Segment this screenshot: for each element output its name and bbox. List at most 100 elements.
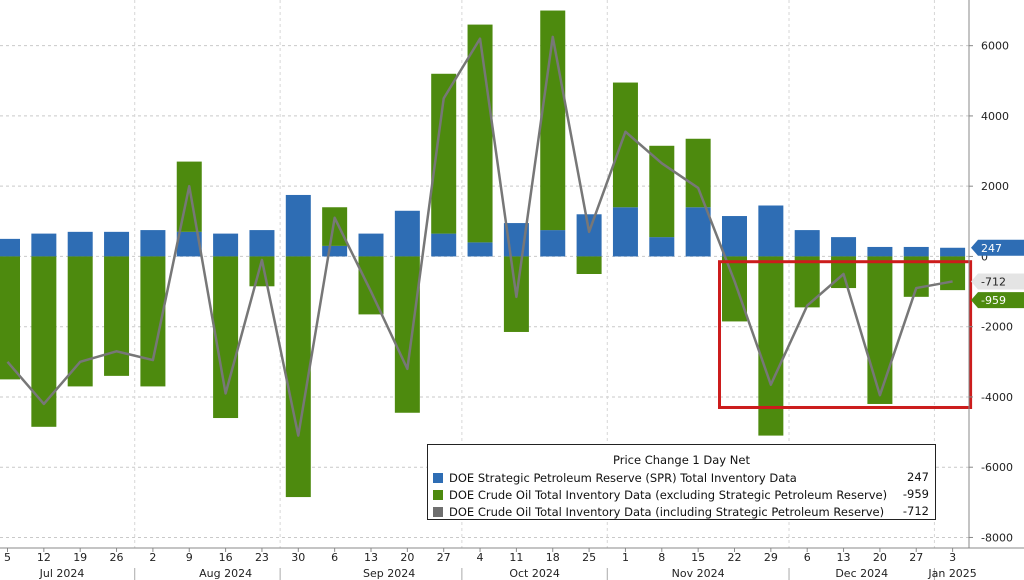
legend-swatch-ex-spr <box>433 489 443 500</box>
bar-crude-ex-spr <box>358 256 384 315</box>
x-tick-label: 1 <box>622 551 629 564</box>
month-label: Aug 2024 <box>199 567 252 580</box>
x-tick-label: 27 <box>437 551 451 564</box>
bar-spr <box>285 194 311 257</box>
legend-label-spr: DOE Strategic Petroleum Reserve (SPR) To… <box>449 470 797 485</box>
month-label: Dec 2024 <box>835 567 888 580</box>
bar-spr <box>685 207 711 257</box>
bar-spr <box>431 233 457 257</box>
bar-crude-ex-spr <box>685 138 711 208</box>
x-tick-label: 26 <box>110 551 124 564</box>
bar-spr <box>576 214 602 257</box>
bar-spr <box>867 246 893 257</box>
highlight-box <box>718 260 973 409</box>
bar-spr <box>722 216 747 257</box>
bar-spr <box>394 210 420 257</box>
last-value-tag <box>971 239 1024 256</box>
x-tick-label: 8 <box>658 551 665 564</box>
x-tick-label: 25 <box>582 551 596 564</box>
bar-crude-ex-spr <box>104 256 130 376</box>
bar-spr <box>794 230 820 257</box>
x-tick-label: 29 <box>764 551 778 564</box>
bar-spr <box>249 230 275 257</box>
bar-spr <box>758 205 784 257</box>
last-value-label: -959 <box>981 294 1006 307</box>
y-tick-label: 6000 <box>981 40 1009 53</box>
bar-crude-ex-spr <box>31 256 57 427</box>
legend: Price Change 1 Day Net DOE Strategic Pet… <box>427 444 936 520</box>
bar-crude-ex-spr <box>612 82 638 208</box>
legend-value-ex-spr: -959 <box>902 487 929 501</box>
y-tick-label: -6000 <box>981 461 1013 474</box>
x-tick-label: 23 <box>255 551 269 564</box>
bar-crude-ex-spr <box>576 256 602 274</box>
bar-spr <box>467 242 493 257</box>
x-tick-label: 13 <box>364 551 378 564</box>
bar-crude-ex-spr <box>67 256 93 387</box>
legend-entry-ex-spr: DOE Crude Oil Total Inventory Data (excl… <box>428 486 935 503</box>
x-tick-label: 9 <box>186 551 193 564</box>
bar-crude-ex-spr <box>176 161 202 232</box>
last-value-label: -712 <box>981 275 1006 288</box>
x-tick-label: 3 <box>949 551 956 564</box>
y-tick-label: -8000 <box>981 531 1013 544</box>
x-tick-label: 6 <box>331 551 338 564</box>
bar-spr <box>31 233 57 257</box>
bar-spr <box>213 233 239 257</box>
bar-spr <box>903 246 929 257</box>
legend-value-incl-spr: -712 <box>902 504 929 518</box>
y-tick-label: 2000 <box>981 180 1009 193</box>
y-tick-label: 4000 <box>981 110 1009 123</box>
month-label: Oct 2024 <box>509 567 560 580</box>
bar-crude-ex-spr <box>285 256 311 498</box>
bar-crude-ex-spr <box>722 256 747 322</box>
x-tick-label: 20 <box>873 551 887 564</box>
y-tick-label: 0 <box>981 250 988 263</box>
bar-spr <box>540 230 566 257</box>
y-tick-label: -2000 <box>981 321 1013 334</box>
bar-spr <box>140 230 166 257</box>
bar-crude-ex-spr <box>758 256 784 436</box>
x-tick-label: 4 <box>477 551 484 564</box>
legend-swatch-incl-spr <box>433 506 443 517</box>
x-tick-label: 12 <box>37 551 51 564</box>
x-tick-label: 13 <box>837 551 851 564</box>
bar-spr <box>831 237 857 257</box>
month-label: Jan 2025 <box>927 567 976 580</box>
bar-crude-ex-spr <box>0 256 20 380</box>
x-tick-label: 20 <box>400 551 414 564</box>
x-tick-label: 18 <box>546 551 560 564</box>
legend-label-incl-spr: DOE Crude Oil Total Inventory Data (incl… <box>449 504 885 519</box>
legend-entry-incl-spr: DOE Crude Oil Total Inventory Data (incl… <box>428 503 935 520</box>
last-value-tag <box>971 292 1024 309</box>
legend-swatch-spr <box>433 472 443 483</box>
bar-spr <box>940 247 966 257</box>
bar-crude-ex-spr <box>467 24 493 243</box>
bar-spr <box>358 233 384 257</box>
bar-crude-ex-spr <box>322 207 348 246</box>
x-tick-label: 15 <box>691 551 705 564</box>
month-label: Jul 2024 <box>39 567 85 580</box>
x-tick-label: 30 <box>291 551 305 564</box>
legend-label-ex-spr: DOE Crude Oil Total Inventory Data (excl… <box>449 487 888 502</box>
bar-crude-ex-spr <box>794 256 820 308</box>
x-tick-label: 6 <box>804 551 811 564</box>
bar-spr <box>649 237 675 257</box>
x-tick-label: 19 <box>73 551 87 564</box>
bar-spr <box>0 238 20 257</box>
bar-crude-ex-spr <box>540 10 566 231</box>
bar-spr <box>67 231 93 257</box>
x-tick-label: 27 <box>909 551 923 564</box>
x-tick-label: 5 <box>4 551 11 564</box>
x-tick-label: 16 <box>219 551 233 564</box>
x-tick-label: 2 <box>149 551 156 564</box>
y-tick-label: -4000 <box>981 391 1013 404</box>
last-value-tag <box>971 273 1024 290</box>
x-tick-label: 11 <box>509 551 523 564</box>
bar-crude-ex-spr <box>867 256 893 404</box>
month-label: Sep 2024 <box>363 567 415 580</box>
bar-spr <box>104 231 130 257</box>
x-tick-label: 22 <box>728 551 742 564</box>
legend-entry-spr: DOE Strategic Petroleum Reserve (SPR) To… <box>428 469 935 486</box>
